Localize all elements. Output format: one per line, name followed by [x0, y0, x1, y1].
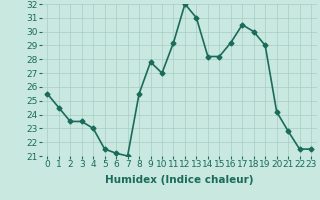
- X-axis label: Humidex (Indice chaleur): Humidex (Indice chaleur): [105, 175, 253, 185]
